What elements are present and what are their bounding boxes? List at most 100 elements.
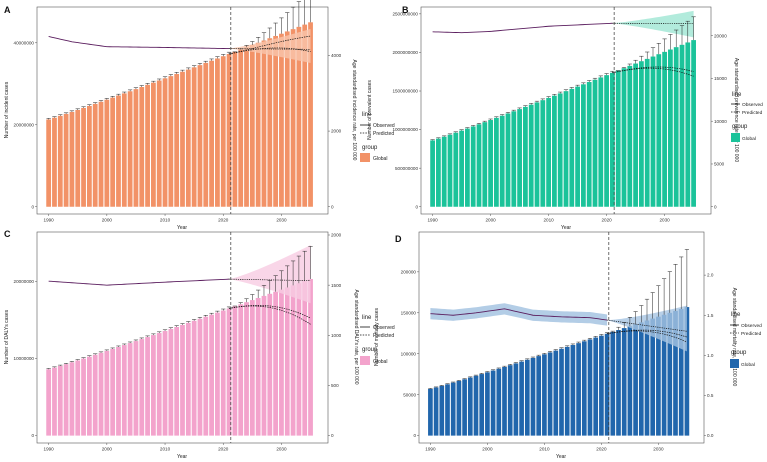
legend-global-swatch xyxy=(731,133,740,142)
legend-group-title: group xyxy=(731,350,747,356)
bar-2029 xyxy=(273,35,279,207)
bar-1996 xyxy=(462,379,467,436)
bar-1998 xyxy=(473,375,479,436)
bar-2011 xyxy=(168,329,174,436)
bar-2003 xyxy=(121,345,127,436)
bar-2001 xyxy=(110,97,116,207)
bar-1995 xyxy=(75,109,81,207)
legend-observed-label: Observed xyxy=(742,102,763,108)
bar-2014 xyxy=(564,346,570,436)
x-tick-label: 2010 xyxy=(543,218,554,223)
y-tick-label: 10000000 xyxy=(14,356,35,361)
x-tick-label: 2000 xyxy=(102,218,113,223)
bar-2033 xyxy=(679,44,685,207)
bar-2014 xyxy=(185,322,191,436)
bar-2011 xyxy=(552,95,557,207)
bar-2033 xyxy=(673,310,678,436)
bar-2029 xyxy=(650,318,656,436)
bar-2005 xyxy=(513,363,519,436)
x-tick-label: 2030 xyxy=(659,218,670,223)
bar-1996 xyxy=(81,358,86,436)
bar-2015 xyxy=(191,320,197,436)
bar-2009 xyxy=(536,356,542,436)
y2-tick-label: 0 xyxy=(331,204,334,209)
bar-1999 xyxy=(482,122,488,207)
bar-2018 xyxy=(209,60,214,207)
panel-a-legend: line Observed Predicted group Global xyxy=(360,112,395,162)
bar-2033 xyxy=(296,26,302,207)
y-tick-label: 0 xyxy=(415,204,418,209)
panel-d-letter: D xyxy=(395,234,402,244)
bar-2019 xyxy=(593,337,599,436)
asr-observed-line xyxy=(432,22,613,34)
y2-tick-label: 2000 xyxy=(331,129,342,134)
y2-tick-label: 20000 xyxy=(714,33,727,38)
bar-2017 xyxy=(203,62,209,207)
bar-2025 xyxy=(249,300,255,436)
bar-1995 xyxy=(459,130,464,207)
bar-2022 xyxy=(615,70,621,207)
bar-1998 xyxy=(92,103,98,207)
x-tick-label: 2030 xyxy=(653,447,664,452)
x-tick-label: 2020 xyxy=(601,218,612,223)
bar-2026 xyxy=(633,324,638,436)
bar-2015 xyxy=(570,345,576,436)
bar-2001 xyxy=(110,348,116,436)
bar-2032 xyxy=(290,29,296,207)
bar-2023 xyxy=(238,49,244,207)
bar-2035 xyxy=(308,22,313,207)
bar-2023 xyxy=(238,304,244,436)
bar-1990 xyxy=(46,119,52,207)
bar-2013 xyxy=(180,71,185,207)
bar-2020 xyxy=(220,310,226,436)
y-tick-label: 500000000 xyxy=(395,166,418,171)
legend-predicted-label: Predicted xyxy=(742,110,763,116)
legend-global-swatch xyxy=(360,356,370,365)
bar-1991 xyxy=(52,367,57,436)
bar-2035 xyxy=(308,278,313,436)
asr-prediction-ribbon xyxy=(229,245,311,304)
bar-2005 xyxy=(133,341,139,436)
y-tick-label: 100000 xyxy=(401,351,417,356)
y2-tick-label: 10000 xyxy=(714,119,727,124)
x-tick-label: 1990 xyxy=(425,447,436,452)
bar-2021 xyxy=(604,333,610,436)
bar-1991 xyxy=(52,117,57,207)
bar-2008 xyxy=(534,102,540,207)
bar-1991 xyxy=(433,387,439,436)
bar-2024 xyxy=(244,302,249,436)
panel-c-x-title: Year xyxy=(177,454,187,460)
x-tick-label: 2030 xyxy=(276,447,287,452)
bar-2033 xyxy=(296,283,302,436)
bar-2013 xyxy=(563,91,569,207)
bar-2029 xyxy=(656,54,662,207)
y2-tick-label: 0.5 xyxy=(707,393,714,398)
bar-2032 xyxy=(673,47,679,207)
bar-2016 xyxy=(581,84,586,207)
panel-c-plot-area xyxy=(36,231,329,444)
predicted-cases-curve xyxy=(228,35,311,55)
bar-1997 xyxy=(470,126,476,207)
x-tick-label: 1990 xyxy=(44,218,55,223)
predicted-cases-curve xyxy=(612,66,694,74)
bar-2026 xyxy=(639,61,644,207)
x-tick-label: 2000 xyxy=(482,447,493,452)
asr-observed-line xyxy=(430,308,608,321)
bar-2010 xyxy=(162,78,168,207)
bar-2000 xyxy=(104,99,110,207)
bar-2028 xyxy=(267,38,273,207)
y-tick-label: 0 xyxy=(31,433,34,438)
bar-2007 xyxy=(524,359,530,436)
asr-prediction-ribbon xyxy=(229,28,311,63)
x-tick-label: 2010 xyxy=(160,447,171,452)
x-tick-label: 2000 xyxy=(102,447,113,452)
y-tick-label: 150000 xyxy=(401,310,417,315)
y2-tick-label: 1.5 xyxy=(707,313,714,318)
legend-predicted-label: Predicted xyxy=(373,131,394,137)
asr-prediction-ribbon xyxy=(607,305,687,352)
bar-2011 xyxy=(547,352,553,436)
bar-2008 xyxy=(530,357,536,436)
panel-d-y2-title: Age standardised mortality rate, per 100… xyxy=(731,288,737,387)
legend-group-title: group xyxy=(362,347,378,353)
panel-d: D 0 50000 100000 150000 200000 0.0 0.5 1.0 1.5 2.… xyxy=(374,231,762,460)
